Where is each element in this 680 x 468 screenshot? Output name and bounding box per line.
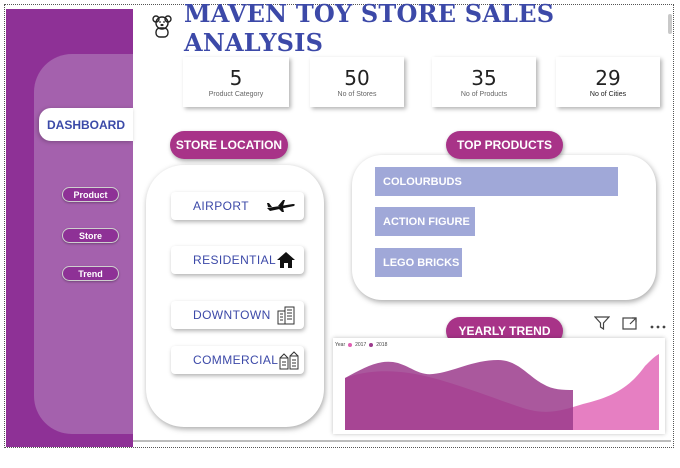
location-label: RESIDENTIAL [193,253,277,267]
product-bar-lego-bricks[interactable]: LEGO BRICKS [375,248,462,277]
kpi-value: 29 [595,65,621,90]
location-button-downtown[interactable]: DOWNTOWN [171,301,304,329]
sidebar-item-product[interactable]: Product [62,187,119,202]
product-bar-colourbuds[interactable]: COLOURBUDS [375,167,618,196]
kpi-card-cities: 29 No of Cities [556,57,660,107]
store-location-heading: STORE LOCATION [170,131,288,159]
chart-legend: Year 2017 2018 [335,342,387,348]
kpi-value: 5 [229,65,243,90]
yearly-trend-chart [333,338,665,434]
kpi-card-products: 35 No of Products [432,57,536,107]
page-header: MAVEN TOY STORE SALES ANALYSIS [150,0,680,57]
legend-dot-2017 [348,343,353,347]
teddy-bear-icon [150,14,174,43]
location-button-residential[interactable]: RESIDENTIAL [171,246,304,274]
house-icon [276,251,296,269]
page-title: MAVEN TOY STORE SALES ANALYSIS [184,0,555,57]
area-series-2018 [345,360,573,430]
location-label: DOWNTOWN [193,308,271,322]
kpi-label: No of Stores [337,90,377,98]
top-products-heading: TOP PRODUCTS [446,131,563,159]
kpi-card-stores: 50 No of Stores [310,57,404,107]
bottom-divider [133,440,671,442]
kpi-card-product-category: 5 Product Category [183,57,289,107]
location-label: COMMERCIAL [193,353,279,367]
kpi-value: 35 [471,65,497,90]
product-bar-action-figure[interactable]: ACTION FIGURE [375,207,475,236]
location-button-airport[interactable]: AIRPORT [171,192,304,220]
yearly-trend-area-chart [345,354,659,430]
legend-title: Year [335,342,346,348]
location-label: AIRPORT [193,199,249,213]
kpi-label: No of Cities [589,90,627,98]
filter-icon[interactable] [593,316,611,335]
kpi-value: 50 [344,65,370,90]
legend-dot-2018 [369,343,374,347]
airplane-icon [266,199,296,213]
building-icon [276,305,296,325]
expand-icon[interactable] [622,316,638,335]
sidebar-item-trend[interactable]: Trend [62,266,119,281]
legend-item-2018: 2018 [376,342,388,348]
more-options-icon[interactable] [650,317,666,335]
vertical-scrollbar[interactable] [668,14,672,34]
shops-icon [278,349,300,371]
visual-toolbar [593,316,666,335]
kpi-label: Product Category [208,90,264,98]
sidebar-item-store[interactable]: Store [62,228,119,243]
kpi-label: No of Products [460,90,508,98]
legend-item-2017: 2017 [355,342,367,348]
location-button-commercial[interactable]: COMMERCIAL [171,346,304,374]
dashboard-tab[interactable]: DASHBOARD [39,108,133,141]
